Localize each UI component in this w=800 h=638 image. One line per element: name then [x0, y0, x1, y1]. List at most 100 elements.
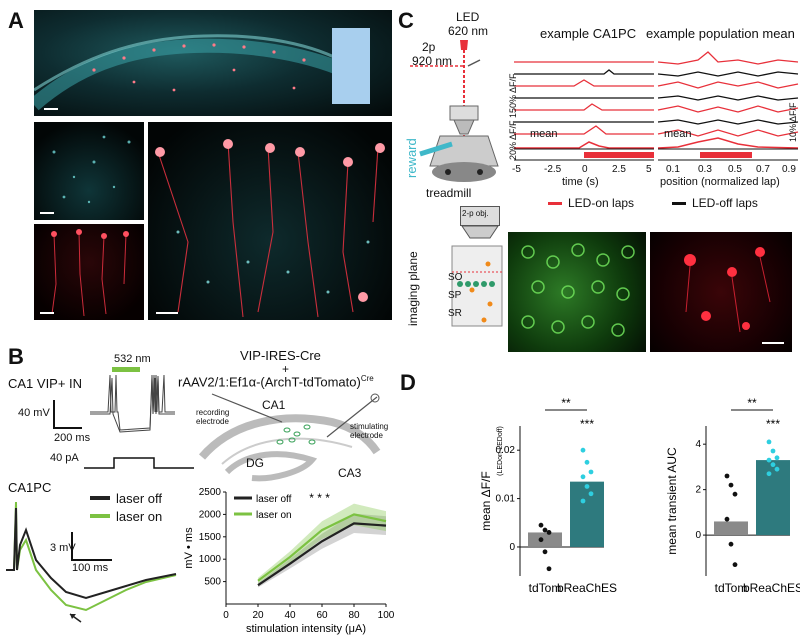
legend-swatch-led-on	[548, 202, 562, 205]
twop-wavelength-label: 920 nm	[412, 54, 453, 68]
construct-line2: rAAV2/1:Ef1α-(ArchT-tdTomato)Cre	[178, 374, 374, 389]
laser-spot-region	[332, 28, 370, 104]
legend-swatch-led-off	[672, 202, 686, 205]
x-tick-label: 100	[378, 610, 395, 621]
mean-label-pop: mean	[664, 128, 692, 140]
light-wavelength-label: 532 nm	[114, 353, 151, 365]
breaches-field-image	[650, 232, 792, 352]
scale-20-label: 20% ΔF/F	[508, 120, 518, 160]
data-point	[774, 466, 780, 472]
category-label: tdTom	[529, 581, 562, 595]
red-channel-svg	[51, 229, 129, 317]
data-point	[724, 473, 730, 479]
legend-label: laser off	[256, 494, 292, 505]
pos-tick: 0.7	[756, 164, 770, 175]
ca1pc-scale-bar	[71, 532, 112, 561]
significance-single: ***	[766, 417, 780, 431]
bar	[528, 532, 562, 547]
construct-vector: rAAV2/1:Ef1α-(ArchT-tdTomato)	[178, 374, 361, 390]
data-point	[546, 530, 552, 535]
objective-label: 2-p obj.	[462, 209, 489, 218]
time-tick: -2.5	[544, 164, 562, 175]
x-tick-label: 60	[316, 610, 328, 621]
data-point	[584, 459, 590, 465]
y-tick-label: 0.02	[496, 445, 516, 456]
category-label: bReaChES	[557, 581, 617, 595]
scale-voltage-label: 40 mV	[18, 407, 50, 419]
data-point	[766, 471, 772, 477]
y-tick-label: 0.01	[496, 494, 516, 505]
twop-label: 2p	[422, 40, 436, 54]
region-dg-label: DG	[246, 456, 264, 470]
data-point	[538, 537, 544, 543]
series-line	[257, 522, 387, 587]
legend-swatch-laser-off	[90, 496, 110, 500]
stim-intensity-chart: 0 20 40 60 80 100 500 1000 1500 2000 2500 stimulati…	[183, 487, 395, 635]
y-tick-label: 2000	[199, 509, 222, 520]
hippocampus-overview-image	[34, 10, 392, 116]
data-point	[774, 455, 780, 461]
category-label: bReaChES	[743, 581, 800, 595]
data-point	[732, 491, 738, 497]
y-axis-label: mean transient AUC	[665, 447, 679, 555]
current-step-trace	[84, 457, 194, 469]
merged-zoom-svg	[155, 139, 385, 318]
data-point	[546, 566, 552, 572]
y-axis-label: mean ΔF/F	[479, 471, 493, 530]
red-channel-image	[34, 224, 144, 320]
series-error-band	[258, 513, 386, 588]
x-tick-label: 20	[252, 610, 264, 621]
data-point	[728, 541, 734, 547]
ca1pc-label: CA1PC	[8, 480, 52, 495]
bar	[570, 481, 604, 547]
panel-letter-a: A	[8, 8, 24, 33]
example-ca1pc-title: example CA1PC	[540, 26, 637, 41]
time-tick: 2.5	[612, 164, 626, 175]
vip-scale-bar	[53, 400, 82, 429]
led-label: LED	[456, 10, 480, 24]
time-tick: 0	[582, 164, 588, 175]
category-label: tdTom	[715, 581, 748, 595]
legend-laser-off: laser off	[116, 491, 163, 506]
treadmill-label: treadmill	[426, 186, 472, 200]
panel-letter-c: C	[398, 8, 414, 33]
data-point	[580, 474, 586, 480]
ca1pc-psp-traces	[6, 501, 177, 623]
layer-sp-label: SP	[448, 290, 462, 301]
data-point	[542, 549, 548, 555]
y-tick-label: 1000	[199, 554, 222, 565]
data-point	[770, 448, 776, 454]
pos-xlabel: position (normalized lap)	[660, 176, 780, 188]
construct-superscript: Cre	[360, 374, 374, 383]
scale-bar	[44, 108, 58, 110]
vip-voltage-trace	[90, 374, 175, 433]
significance-between: **	[561, 396, 571, 410]
significance-annotation: * * *	[309, 491, 330, 505]
y-axis-sublabel: (LEDon-LEDoff)	[497, 426, 504, 476]
led-wavelength-label: 620 nm	[448, 24, 489, 38]
construct-line1: VIP-IRES-Cre	[240, 348, 321, 363]
data-point	[580, 498, 586, 504]
time-xlabel: time (s)	[562, 176, 599, 188]
region-ca3-label: CA3	[338, 466, 362, 480]
y-tick-label: 4	[695, 439, 701, 450]
series-line	[257, 513, 387, 582]
data-point	[724, 516, 730, 522]
y-tick-label: 500	[204, 577, 221, 588]
y-tick-label: 0	[695, 530, 701, 541]
data-point	[732, 562, 738, 568]
hippocampal-slice-diagram	[198, 393, 381, 482]
imaging-plane-schematic	[451, 225, 503, 327]
legend-led-on: LED-on laps	[568, 196, 635, 210]
panel-letter-b: B	[8, 344, 24, 369]
x-tick-label: 80	[348, 610, 360, 621]
cyan-channel-svg	[52, 135, 131, 204]
hippocampus-overview-svg	[34, 34, 368, 111]
legend-swatch-laser-on	[90, 514, 110, 518]
scale-bar	[156, 312, 178, 314]
panel-letter-d: D	[400, 370, 416, 395]
example-pop-title: example population mean	[646, 26, 795, 41]
vip-trace-title: CA1 VIP+ IN	[8, 376, 83, 391]
